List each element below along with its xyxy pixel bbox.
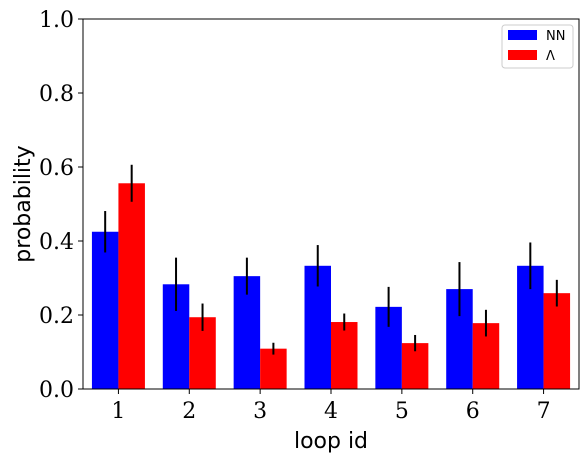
x-tick-label: 4 xyxy=(324,399,338,424)
y-tick-label: 1.0 xyxy=(39,8,74,33)
x-tick-label: 1 xyxy=(111,399,125,424)
legend-label-lambda: Λ xyxy=(546,49,555,64)
x-tick-label: 6 xyxy=(466,399,480,424)
bar-lambda-4 xyxy=(331,322,358,389)
y-axis: 0.0 0.2 0.4 0.6 0.8 1.0 xyxy=(39,8,83,403)
bars-layer xyxy=(91,183,571,389)
legend-swatch-nn xyxy=(508,30,537,40)
y-tick-label: 0.6 xyxy=(39,156,74,181)
x-axis: 1 2 3 4 5 6 7 xyxy=(111,389,551,424)
x-axis-label: loop id xyxy=(294,429,368,454)
legend-swatch-lambda xyxy=(508,50,537,60)
legend-label-nn: NN xyxy=(546,29,565,44)
y-tick-label: 0.8 xyxy=(39,82,74,107)
bar-nn-3 xyxy=(233,276,261,389)
y-tick-label: 0.0 xyxy=(39,378,74,403)
bar-lambda-3 xyxy=(260,348,287,389)
y-tick-label: 0.4 xyxy=(39,230,74,255)
x-tick-label: 5 xyxy=(395,399,409,424)
y-tick-label: 0.2 xyxy=(39,304,74,329)
bar-nn-1 xyxy=(91,231,119,389)
error-bars-layer xyxy=(104,164,558,355)
legend: NN Λ xyxy=(501,24,574,69)
x-tick-label: 2 xyxy=(182,399,196,424)
bar-lambda-7 xyxy=(543,293,571,389)
x-tick-label: 3 xyxy=(253,399,267,424)
x-tick-label: 7 xyxy=(537,399,551,424)
bar-lambda-1 xyxy=(118,183,145,389)
y-axis-label: probability xyxy=(11,145,36,262)
